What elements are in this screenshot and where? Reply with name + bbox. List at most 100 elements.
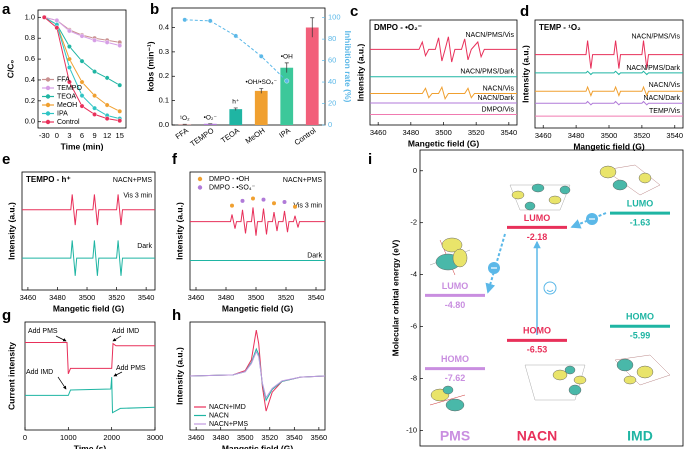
x-axis-label: Time (min)	[61, 141, 104, 151]
error-bar	[310, 17, 315, 38]
series-label: NACN/Vis	[483, 85, 515, 92]
legend-label: DMPO - •SO₄⁻	[209, 184, 256, 191]
series-label: Vis 3 min	[293, 202, 322, 209]
series-label: NACN/PMS/Vis	[466, 32, 515, 39]
point	[92, 69, 97, 75]
point	[272, 201, 276, 206]
x-tick-label: 3500	[601, 131, 618, 140]
level-name: HOMO	[626, 312, 654, 322]
transfer-arrows	[485, 212, 607, 335]
legend-label: FFA	[57, 76, 70, 83]
annotation: •OH/•SO₄⁻	[245, 79, 277, 86]
panel-letter: d	[520, 3, 529, 20]
x-tick-label: 6	[80, 131, 84, 140]
legend-label: NACN	[209, 412, 229, 419]
y-tick-label: 0.8	[25, 33, 35, 42]
legend-marker	[45, 94, 51, 99]
x-tick-label: 3480	[402, 128, 419, 137]
point	[92, 37, 97, 43]
annotation: Add IMD	[26, 369, 53, 376]
annotation: Add PMS	[116, 365, 146, 372]
x-tick-label: 3520	[468, 128, 485, 137]
x-tick-label: 9	[92, 131, 96, 140]
point	[41, 14, 47, 20]
series-line	[189, 350, 326, 399]
level-name: HOMO	[441, 354, 469, 364]
point	[117, 43, 123, 48]
y-tick-label: -8	[410, 373, 417, 382]
x-tick-label: 3480	[49, 293, 66, 302]
point	[92, 93, 97, 99]
panel-letter: e	[2, 151, 10, 168]
series-label: NACN/Dark	[643, 95, 680, 102]
x-tick-label: 0	[55, 131, 59, 140]
point	[258, 53, 264, 59]
x-tick-label: -30	[39, 131, 50, 140]
y-tick-label: 0.4	[25, 75, 35, 84]
point	[230, 203, 234, 208]
series-label: NACN/Dark	[477, 95, 514, 102]
y-tick-label: 0.0	[25, 117, 35, 126]
y-axis-label: Intensity (a.u.)	[174, 347, 184, 405]
annotation: ¹O₂	[180, 115, 190, 122]
legend-marker	[45, 119, 51, 125]
error-bar	[233, 107, 238, 111]
x-tick-label: 3540	[308, 293, 325, 302]
x-tick-label: 3480	[212, 433, 229, 442]
x-tick-label: 3540	[138, 293, 155, 302]
level-name: LUMO	[627, 198, 654, 208]
x-tick-label: 3460	[20, 293, 37, 302]
series-line	[535, 70, 683, 76]
point	[251, 196, 255, 201]
point	[104, 39, 110, 45]
series-label: NACN/PMS/Dark	[460, 69, 514, 76]
legend-marker	[45, 85, 51, 91]
series-line	[535, 40, 683, 69]
series-label: NACN/Vis	[649, 82, 681, 89]
series-line	[535, 100, 683, 106]
x-tick-label: 3560	[311, 433, 328, 442]
y2-tick-label: 100	[328, 13, 341, 22]
x-tick-label: 0	[23, 433, 27, 442]
point	[117, 82, 123, 88]
x-axis-label: Mangetic field (G)	[53, 303, 124, 313]
annotation-arrows	[55, 335, 123, 390]
point	[104, 102, 110, 108]
series-label: NACN/PMS/Vis	[632, 33, 681, 40]
point	[79, 79, 85, 85]
point	[284, 78, 290, 84]
x-tick-label: 12	[103, 131, 111, 140]
point	[104, 116, 110, 122]
legend-label: Control	[57, 119, 80, 126]
series-line	[184, 19, 288, 82]
annotation: Add PMS	[28, 328, 58, 335]
level-value: -5.99	[630, 331, 651, 341]
y-tick-label: -6	[410, 322, 417, 331]
y-axis-label: Intensity (a.u.)	[174, 202, 184, 260]
plot-frame	[419, 149, 684, 447]
point	[67, 44, 72, 49]
panel-title: TEMP - ¹O₂	[539, 23, 581, 32]
legend-marker	[45, 77, 51, 82]
level-value: -4.80	[445, 300, 466, 310]
plot-frame	[37, 9, 127, 129]
x-tick-label: IPA	[277, 126, 292, 140]
point	[207, 18, 213, 24]
legend-label: IPA	[57, 110, 68, 117]
y-axis-label: Intensity (a.u.)	[520, 45, 530, 103]
x-tick-label: 3460	[535, 131, 552, 140]
plot-frame	[21, 171, 156, 291]
y2-tick-label: 0	[328, 120, 332, 129]
x-tick-label: 3540	[500, 128, 517, 137]
y-tick-label: -10	[406, 425, 417, 434]
point	[79, 93, 85, 99]
y2-tick-label: 40	[328, 77, 336, 86]
category-label: IMD	[627, 428, 653, 444]
legend-label: NACN+IMD	[209, 404, 246, 411]
panel-letter: i	[368, 151, 372, 168]
x-tick-label: 2000	[103, 433, 120, 442]
x-tick-label: 3460	[188, 293, 205, 302]
plot-frame	[171, 7, 326, 126]
legend-label: MeOH	[57, 102, 77, 109]
